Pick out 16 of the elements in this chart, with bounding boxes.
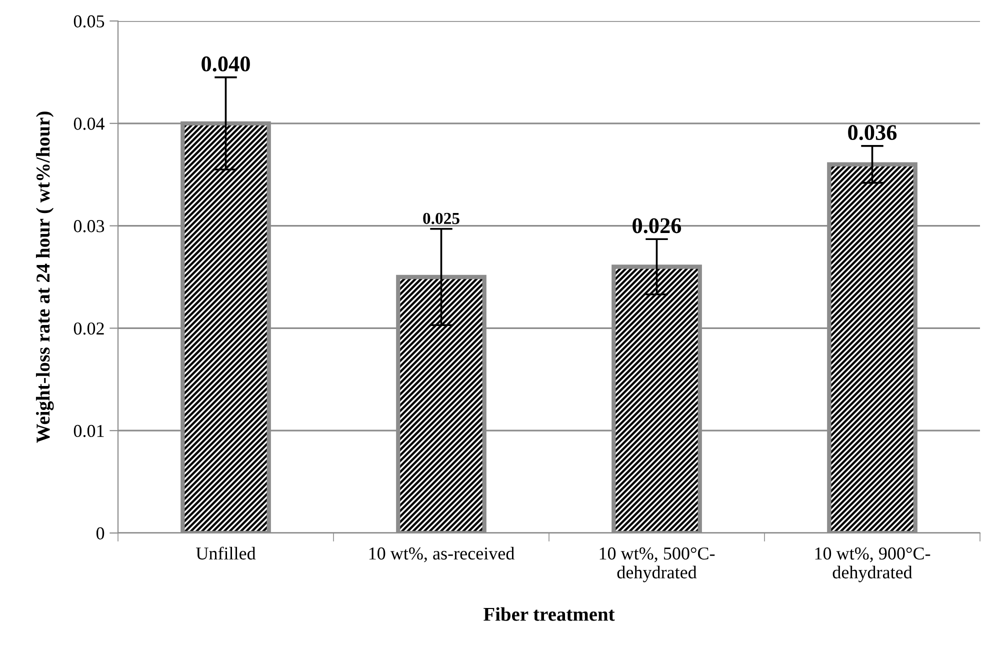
data-label: 0.036: [848, 125, 897, 140]
y-tick-label: 0.01: [74, 424, 104, 438]
y-tick-label: 0: [96, 527, 104, 540]
data-label: 0.040: [202, 56, 250, 72]
x-tick-label: Unfilled: [196, 546, 256, 560]
x-axis-title: Fiber treatment: [484, 607, 615, 621]
y-axis-title: Weight-loss rate at 24 hour ( wt%/hour): [36, 112, 54, 443]
y-tick-label: 0.04: [74, 118, 105, 130]
x-tick-label: 10 wt%, 500°C- dehydrated: [600, 547, 715, 582]
data-label: 0.025: [423, 212, 460, 224]
x-tick-label: 10 wt%, 900°C- dehydrated: [815, 547, 930, 582]
data-label: 0.026: [632, 218, 682, 234]
x-tick-label: 10 wt%, as-received: [369, 546, 514, 562]
y-tick-label: 0.05: [74, 15, 104, 28]
y-tick-label: 0.03: [74, 220, 104, 232]
y-tick-label: 0.02: [74, 322, 104, 335]
